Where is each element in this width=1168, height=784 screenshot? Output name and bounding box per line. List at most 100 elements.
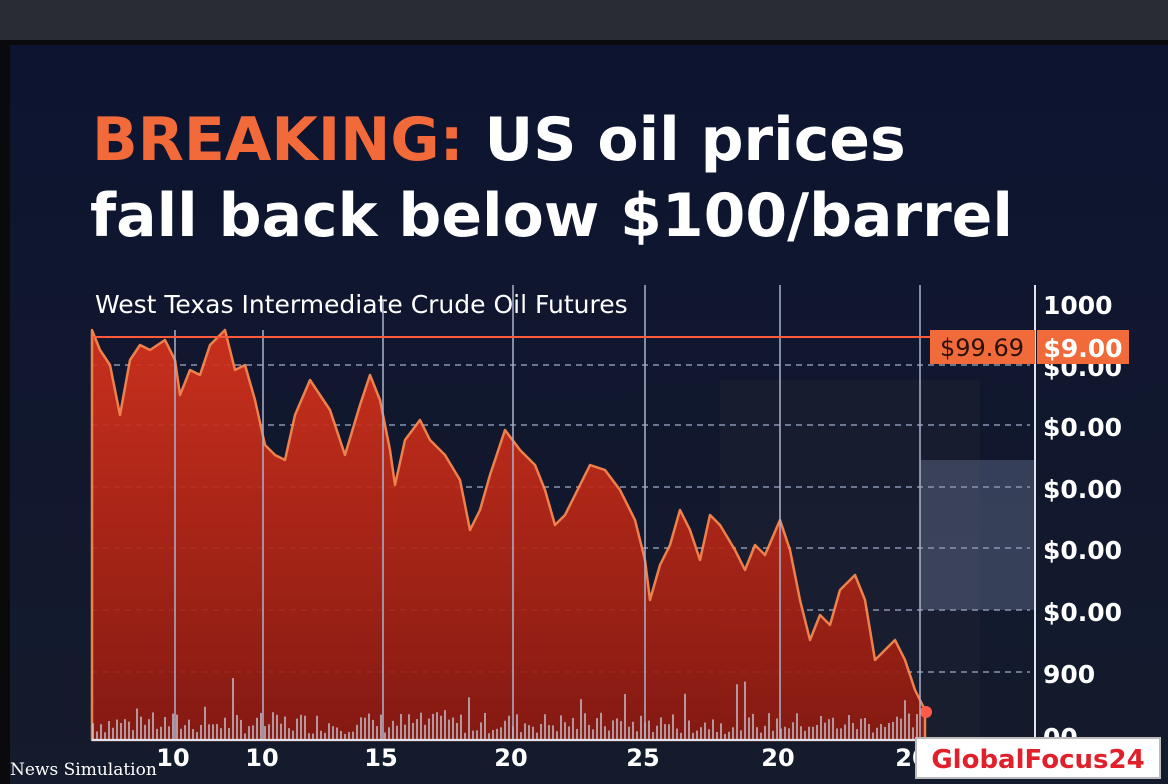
volume-bar [848, 714, 850, 740]
volume-bar [192, 729, 194, 740]
volume-bar [364, 717, 366, 740]
volume-bar [784, 726, 786, 740]
volume-bar [564, 722, 566, 740]
volume-bar [184, 725, 186, 740]
volume-bar [472, 730, 474, 740]
volume-bar [780, 728, 782, 740]
volume-bar [640, 715, 642, 740]
headline-rest: US oil prices [485, 105, 906, 175]
volume-bar [284, 716, 286, 740]
volume-bar [180, 728, 182, 740]
volume-bar [380, 714, 382, 740]
volume-bar [620, 721, 622, 740]
volume-bar [648, 720, 650, 740]
volume-bar [800, 726, 802, 740]
volume-bar [280, 723, 282, 740]
volume-bar [672, 714, 674, 740]
volume-bar [548, 725, 550, 740]
volume-bar [580, 699, 582, 740]
volume-bar [444, 710, 446, 740]
volume-bar [424, 724, 426, 740]
volume-bar [768, 713, 770, 740]
price-tag-box [930, 330, 1035, 364]
volume-bar [352, 731, 354, 740]
volume-bar [356, 724, 358, 740]
volume-bar [632, 721, 634, 740]
volume-bar [884, 726, 886, 740]
y-labels: 1000$0.00$0.00$0.00$0.00$0.0090000 [1043, 291, 1122, 752]
volume-bar [880, 724, 882, 740]
volume-bar [496, 728, 498, 740]
volume-bar [232, 678, 234, 740]
volume-bar [660, 717, 662, 740]
volume-bar [572, 717, 574, 740]
volume-bar [328, 723, 330, 740]
volume-bar [532, 726, 534, 740]
volume-bar [476, 730, 478, 740]
volume-bar [160, 726, 162, 740]
volume-bar [560, 715, 562, 740]
volume-bar [212, 724, 214, 740]
volume-bar [176, 714, 178, 740]
volume-bar [840, 728, 842, 740]
volume-bar [224, 717, 226, 740]
volume-bar [752, 713, 754, 740]
volume-bar [240, 719, 242, 740]
volume-bar [852, 723, 854, 740]
volume-bar [604, 726, 606, 740]
volume-bar [96, 731, 98, 740]
volume-bar [724, 733, 726, 740]
price-tag: $99.69 [940, 334, 1024, 362]
volume-bar [412, 723, 414, 740]
volume-bar [788, 728, 790, 740]
volume-bar [276, 714, 278, 740]
volume-bar [392, 720, 394, 740]
volume-bar [480, 722, 482, 740]
volume-bar [308, 733, 310, 740]
volume-bar [456, 722, 458, 740]
volume-bar [348, 732, 350, 740]
watermark-box [915, 737, 1161, 779]
volume-bar [396, 725, 398, 740]
volume-bar [252, 725, 254, 740]
volume-bars [92, 678, 918, 740]
volume-bar [520, 732, 522, 740]
volume-bar [368, 713, 370, 740]
volume-bar [500, 727, 502, 740]
headline-line1: BREAKING: US oil prices [92, 105, 906, 175]
volume-bar [148, 719, 150, 740]
volume-bar [220, 728, 222, 740]
volume-bar [544, 714, 546, 740]
volume-bar [492, 729, 494, 740]
volume-bar [132, 730, 134, 740]
volume-bar [896, 716, 898, 740]
volume-bar [652, 732, 654, 740]
volume-bar [272, 712, 274, 740]
volume-bar [656, 725, 658, 740]
volume-bar [912, 727, 914, 740]
volume-bar [260, 712, 262, 740]
volume-bar [612, 720, 614, 740]
volume-bar [888, 723, 890, 740]
volume-bar [484, 712, 486, 740]
volume-bar [900, 718, 902, 740]
volume-bar [168, 726, 170, 740]
volume-bar [528, 725, 530, 740]
volume-bar [668, 724, 670, 740]
volume-bar [152, 712, 154, 740]
volume-bar [764, 725, 766, 740]
volume-bar [552, 725, 554, 740]
axis-tag-box [1037, 330, 1129, 364]
volume-bar [372, 719, 374, 740]
volume-bar [320, 730, 322, 740]
volume-bar [908, 713, 910, 740]
volume-bar [420, 712, 422, 740]
volume-bar [376, 726, 378, 740]
volume-bar [488, 733, 490, 740]
volume-bar [384, 732, 386, 740]
volume-bar [876, 727, 878, 740]
vertical-lines [174, 285, 921, 740]
volume-bar [616, 718, 618, 740]
volume-bar [524, 723, 526, 740]
